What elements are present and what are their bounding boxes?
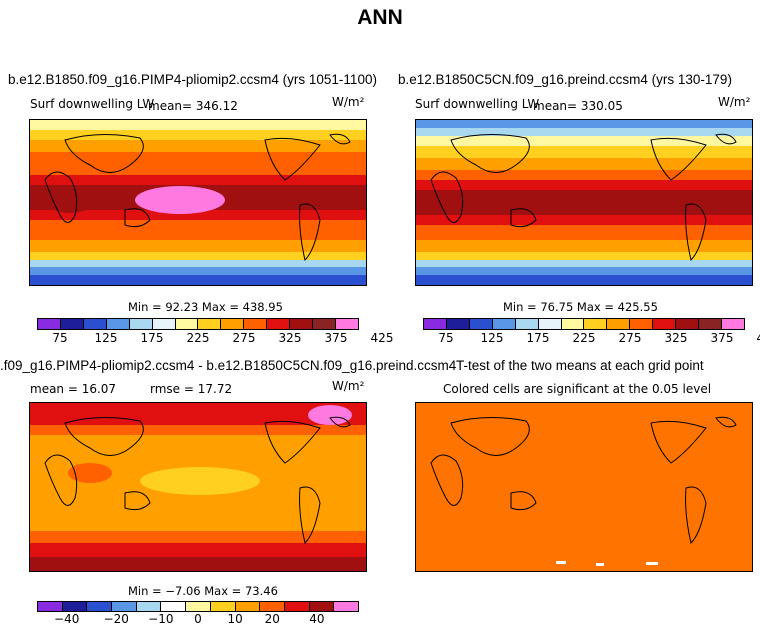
panel-title-top-left: b.e12.B1850.f09_g16.PIMP4-pliomip2.ccsm4… bbox=[8, 72, 377, 87]
colorbar-abs-right-swatch bbox=[721, 319, 744, 329]
colorbar-abs-left-swatch bbox=[244, 319, 268, 329]
colorbar-abs-left-tick-label: 175 bbox=[140, 331, 164, 345]
colorbar-abs-right-swatch bbox=[469, 319, 493, 329]
colorbar-abs-right-tick-label: 425 bbox=[757, 331, 760, 345]
minmax-top-right: Min = 76.75 Max = 425.55 bbox=[503, 300, 658, 314]
colorbar-diff-swatch bbox=[284, 602, 310, 611]
map-bottom-left bbox=[29, 402, 367, 572]
colorbar-diff-swatch bbox=[161, 602, 187, 611]
colorbar-abs-left-swatch bbox=[290, 319, 314, 329]
colorbar-diff-tick-label: 10 bbox=[227, 612, 243, 626]
colorbar-diff-swatch bbox=[309, 602, 335, 611]
colorbar-abs-right-tick-label: 325 bbox=[664, 331, 688, 345]
map-bottom-right-svg bbox=[416, 403, 752, 571]
minmax-bottom-left: Min = −7.06 Max = 73.46 bbox=[128, 584, 278, 598]
colorbar-diff-swatch bbox=[235, 602, 261, 611]
colorbar-abs-left-swatch bbox=[221, 319, 245, 329]
map-top-right bbox=[415, 119, 753, 286]
panel-title-top-right: b.e12.B1850C5CN.f09_g16.preind.ccsm4 (yr… bbox=[398, 72, 732, 87]
map-bottom-right bbox=[415, 402, 753, 572]
units-label-top-right: W/m² bbox=[718, 95, 751, 109]
colorbar-diff-tick-label: −40 bbox=[54, 612, 80, 626]
colorbar-abs-left-swatch bbox=[60, 319, 84, 329]
colorbar-abs-right-tick-label: 275 bbox=[618, 331, 642, 345]
map-bottom-left-svg bbox=[30, 403, 366, 571]
minmax-top-left: Min = 92.23 Max = 438.95 bbox=[128, 300, 283, 314]
colorbar-abs-left-swatch bbox=[198, 319, 222, 329]
units-label-bottom-left: W/m² bbox=[332, 379, 365, 393]
colorbar-diff-tick-label: 0 bbox=[194, 612, 202, 626]
colorbar-abs-left-swatch bbox=[106, 319, 130, 329]
map-top-right-svg bbox=[416, 120, 752, 285]
colorbar-abs-left-tick-label: 425 bbox=[370, 331, 394, 345]
colorbar-abs-right-swatch bbox=[607, 319, 631, 329]
colorbar-diff-swatch bbox=[112, 602, 137, 611]
colorbar-abs-right-tick-label: 75 bbox=[438, 331, 454, 345]
variable-label-top-left: Surf downwelling LW bbox=[30, 97, 155, 111]
colorbar-abs-left-swatch bbox=[38, 319, 61, 329]
colorbar-diff-swatch bbox=[210, 602, 236, 611]
colorbar-abs-left-tick-label: 125 bbox=[94, 331, 118, 345]
colorbar-diff-swatch bbox=[186, 602, 211, 611]
colorbar-diff-swatch bbox=[136, 602, 162, 611]
colorbar-diff-tick-label: 40 bbox=[309, 612, 325, 626]
colorbar-abs-left-swatch bbox=[175, 319, 199, 329]
colorbar-abs-left-tick-label: 325 bbox=[278, 331, 302, 345]
colorbar-abs-left-swatch bbox=[313, 319, 336, 329]
map-top-left bbox=[29, 119, 367, 286]
mean-label-top-right: mean= 330.05 bbox=[533, 99, 623, 113]
colorbar-abs-left-swatch bbox=[129, 319, 153, 329]
colorbar-abs-right-swatch bbox=[676, 319, 700, 329]
colorbar-abs-left-tick-label: 375 bbox=[324, 331, 348, 345]
colorbar-abs-right-swatch bbox=[561, 319, 585, 329]
colorbar-diff-tick-label: −10 bbox=[148, 612, 174, 626]
colorbar-abs-right-swatch bbox=[584, 319, 608, 329]
colorbar-abs-right-swatch bbox=[538, 319, 562, 329]
mean-label-top-left: mean= 346.12 bbox=[148, 99, 238, 113]
colorbar-diff-swatch bbox=[334, 602, 358, 611]
colorbar-diff-swatch bbox=[260, 602, 285, 611]
colorbar-abs-right-swatch bbox=[653, 319, 677, 329]
colorbar-abs-right-tick-label: 375 bbox=[710, 331, 734, 345]
colorbar-abs-left-tick-label: 225 bbox=[186, 331, 210, 345]
colorbar-diff bbox=[37, 601, 359, 612]
colorbar-abs-right-swatch bbox=[515, 319, 539, 329]
mean-label-bottom-left: mean = 16.07 bbox=[30, 382, 117, 396]
subtitle-bottom-right: Colored cells are significant at the 0.0… bbox=[443, 382, 712, 396]
colorbar-abs-left-labels: 75 125 175 225 275 325 375 425 bbox=[37, 331, 393, 347]
colorbar-abs-right-swatch bbox=[492, 319, 516, 329]
colorbar-abs-left-swatch bbox=[152, 319, 176, 329]
colorbar-abs-left-tick-label: 275 bbox=[232, 331, 256, 345]
colorbar-diff-swatch bbox=[62, 602, 88, 611]
colorbar-abs-left-swatch bbox=[267, 319, 291, 329]
colorbar-abs-right-swatch bbox=[424, 319, 447, 329]
colorbar-diff-tick-label: −20 bbox=[103, 612, 129, 626]
figure-title: ANN bbox=[357, 6, 403, 29]
colorbar-abs-right bbox=[423, 318, 745, 330]
colorbar-diff-tick-label: 20 bbox=[264, 612, 280, 626]
colorbar-abs-left-swatch bbox=[335, 319, 358, 329]
colorbar-diff-swatch bbox=[87, 602, 113, 611]
colorbar-abs-right-swatch bbox=[699, 319, 722, 329]
colorbar-abs-right-labels: 75 125 175 225 275 325 375 425 bbox=[423, 331, 760, 347]
colorbar-diff-swatch bbox=[38, 602, 63, 611]
colorbar-abs-right-swatch bbox=[446, 319, 470, 329]
panel-title-bottom-right: T-test of the two means at each grid poi… bbox=[456, 358, 704, 373]
variable-label-top-right: Surf downwelling LW bbox=[415, 97, 540, 111]
panel-title-bottom-left: .f09_g16.PIMP4-pliomip2.ccsm4 - b.e12.B1… bbox=[0, 358, 457, 373]
colorbar-abs-right-tick-label: 225 bbox=[572, 331, 596, 345]
rmse-label-bottom-left: rmse = 17.72 bbox=[150, 382, 233, 396]
colorbar-abs-left-swatch bbox=[83, 319, 107, 329]
map-top-left-svg bbox=[30, 120, 366, 285]
colorbar-abs-left bbox=[37, 318, 359, 330]
units-label-top-left: W/m² bbox=[332, 95, 365, 109]
colorbar-abs-right-tick-label: 125 bbox=[480, 331, 504, 345]
colorbar-abs-left-tick-label: 75 bbox=[52, 331, 68, 345]
colorbar-diff-labels: −40 −20 −10 0 10 20 40 bbox=[37, 612, 359, 627]
colorbar-abs-right-swatch bbox=[630, 319, 654, 329]
colorbar-abs-right-tick-label: 175 bbox=[526, 331, 550, 345]
